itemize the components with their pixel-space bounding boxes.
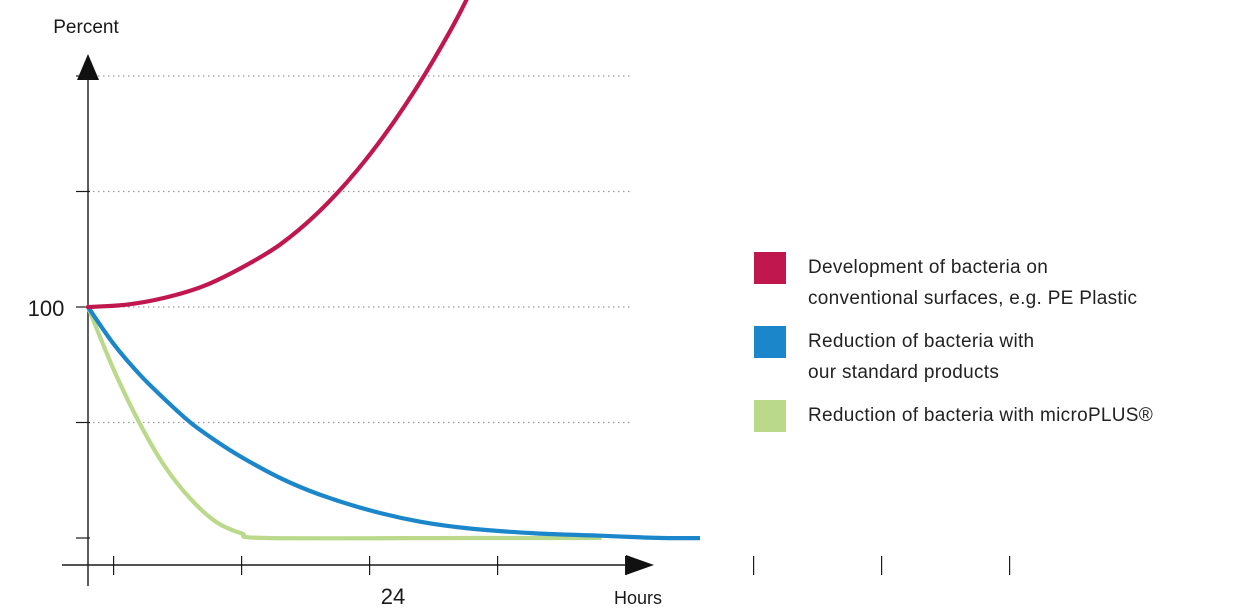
legend-item: Reduction of bacteria with our standard p… [754, 326, 1224, 388]
legend: Development of bacteria on conventional s… [754, 252, 1224, 444]
series-line-0 [85, 0, 469, 310]
legend-label-line: Reduction of bacteria with microPLUS® [808, 405, 1154, 426]
series-line-2 [85, 304, 603, 541]
x-axis-label: Hours [614, 588, 662, 608]
legend-label-line: Development of bacteria on [808, 257, 1049, 278]
x-tick-label-24: 24 [381, 584, 405, 609]
legend-item: Development of bacteria on conventional s… [754, 252, 1224, 314]
y-axis-label: Percent [53, 17, 119, 38]
legend-swatch [754, 252, 786, 284]
legend-label-line: our standard products [808, 362, 1000, 383]
y-tick-label-100: 100 [28, 296, 65, 321]
series-line-1 [85, 304, 700, 541]
legend-swatch [754, 326, 786, 358]
legend-label-line: conventional surfaces, e.g. PE Plastic [808, 288, 1138, 309]
legend-item: Reduction of bacteria with microPLUS® [754, 400, 1224, 432]
x-axis-arrow [626, 555, 654, 575]
legend-label-line: Reduction of bacteria with [808, 331, 1035, 352]
legend-label: Reduction of bacteria with our standard p… [808, 326, 1034, 388]
y-axis-arrow [77, 54, 99, 80]
legend-label: Reduction of bacteria with microPLUS® [808, 400, 1153, 431]
legend-swatch [754, 400, 786, 432]
legend-label: Development of bacteria on conventional s… [808, 252, 1137, 314]
